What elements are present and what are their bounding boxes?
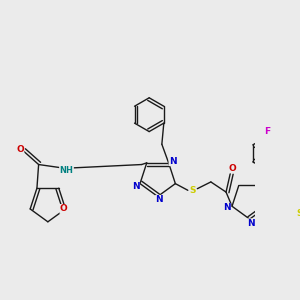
Text: O: O (16, 145, 24, 154)
Text: N: N (156, 195, 163, 204)
Text: O: O (228, 164, 236, 173)
Text: S: S (297, 209, 300, 218)
Text: N: N (169, 157, 177, 166)
Text: N: N (223, 203, 231, 212)
Text: S: S (189, 186, 196, 195)
Text: O: O (60, 205, 68, 214)
Text: F: F (264, 127, 270, 136)
Text: NH: NH (60, 166, 74, 175)
Text: N: N (248, 219, 255, 228)
Text: N: N (132, 182, 140, 191)
